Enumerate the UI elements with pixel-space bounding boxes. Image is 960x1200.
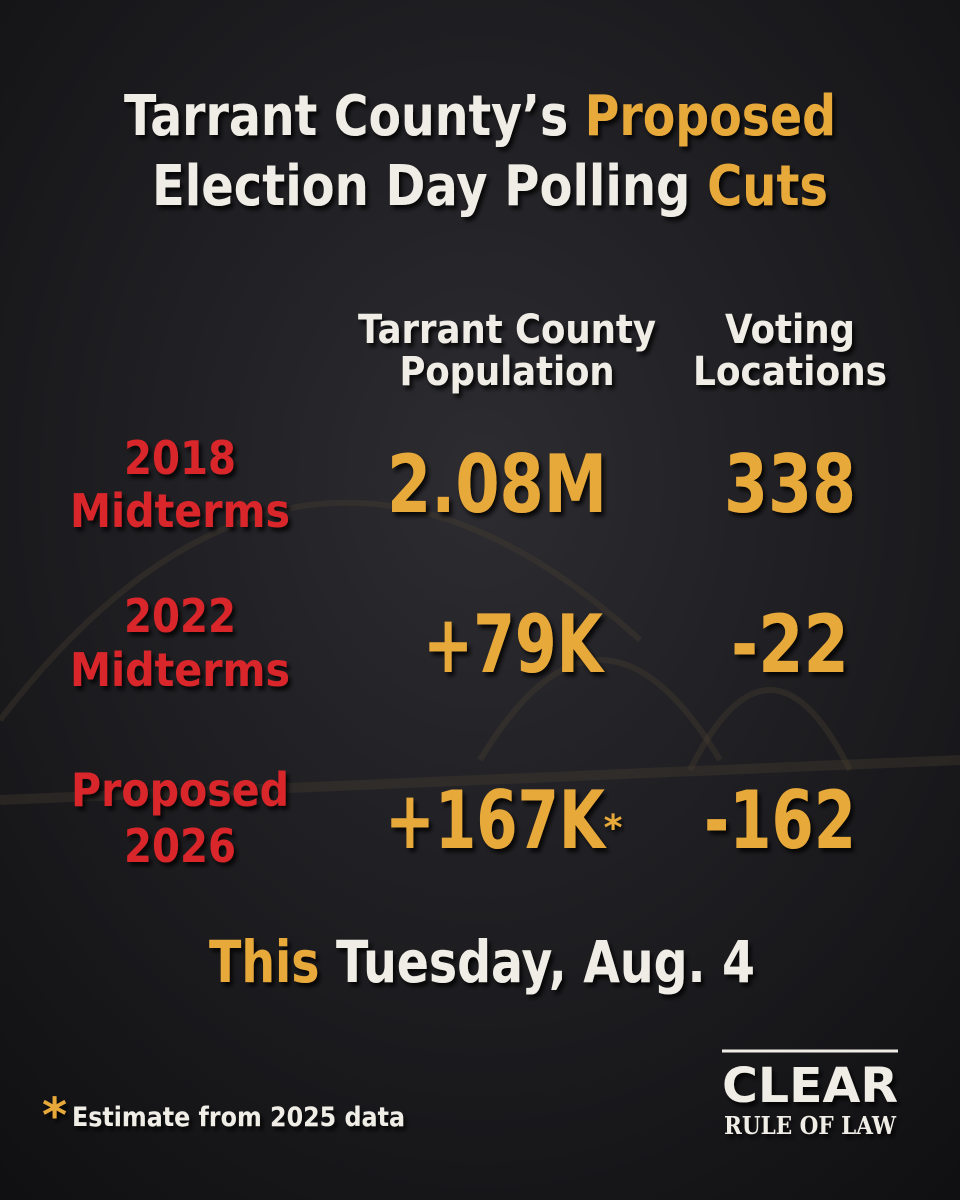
population-value: +79K: [423, 598, 605, 691]
population-value: +167K: [385, 774, 607, 867]
footer-line: This Tuesday, Aug. 4: [209, 928, 755, 996]
footer-accent: This: [209, 928, 319, 996]
title-line: Election Day Polling Cuts: [152, 154, 828, 219]
title-text: Tarrant County’s: [124, 84, 568, 149]
logo-name: CLEAR: [722, 1058, 898, 1114]
footer-text: Tuesday, Aug. 4: [336, 928, 755, 996]
title-text: Election Day Polling: [152, 154, 690, 219]
title-accent: Proposed: [585, 84, 836, 149]
note-text: Estimate from 2025 data: [72, 1102, 405, 1133]
row-label: Proposed: [71, 763, 289, 817]
row-label: 2022: [124, 589, 236, 643]
locations-value: 338: [724, 438, 856, 531]
row-label: Midterms: [70, 643, 290, 697]
population-value: 2.08M: [387, 438, 607, 531]
note-asterisk: *: [42, 1088, 67, 1144]
title-accent: Cuts: [707, 154, 828, 219]
locations-value: -22: [731, 598, 849, 691]
locations-value: -162: [704, 774, 856, 867]
column-header: Voting: [725, 307, 855, 353]
row-label: 2026: [124, 819, 236, 873]
row-label: Midterms: [70, 484, 290, 538]
asterisk: *: [604, 808, 623, 849]
column-header: Tarrant County: [358, 307, 656, 353]
row-label: 2018: [124, 431, 236, 485]
logo-tagline: RULE OF LAW: [724, 1111, 897, 1140]
bridge-silhouette: [0, 499, 960, 805]
column-header: Locations: [693, 349, 887, 395]
column-header: Population: [400, 349, 615, 395]
title-line: Tarrant County’s Proposed: [124, 84, 836, 149]
